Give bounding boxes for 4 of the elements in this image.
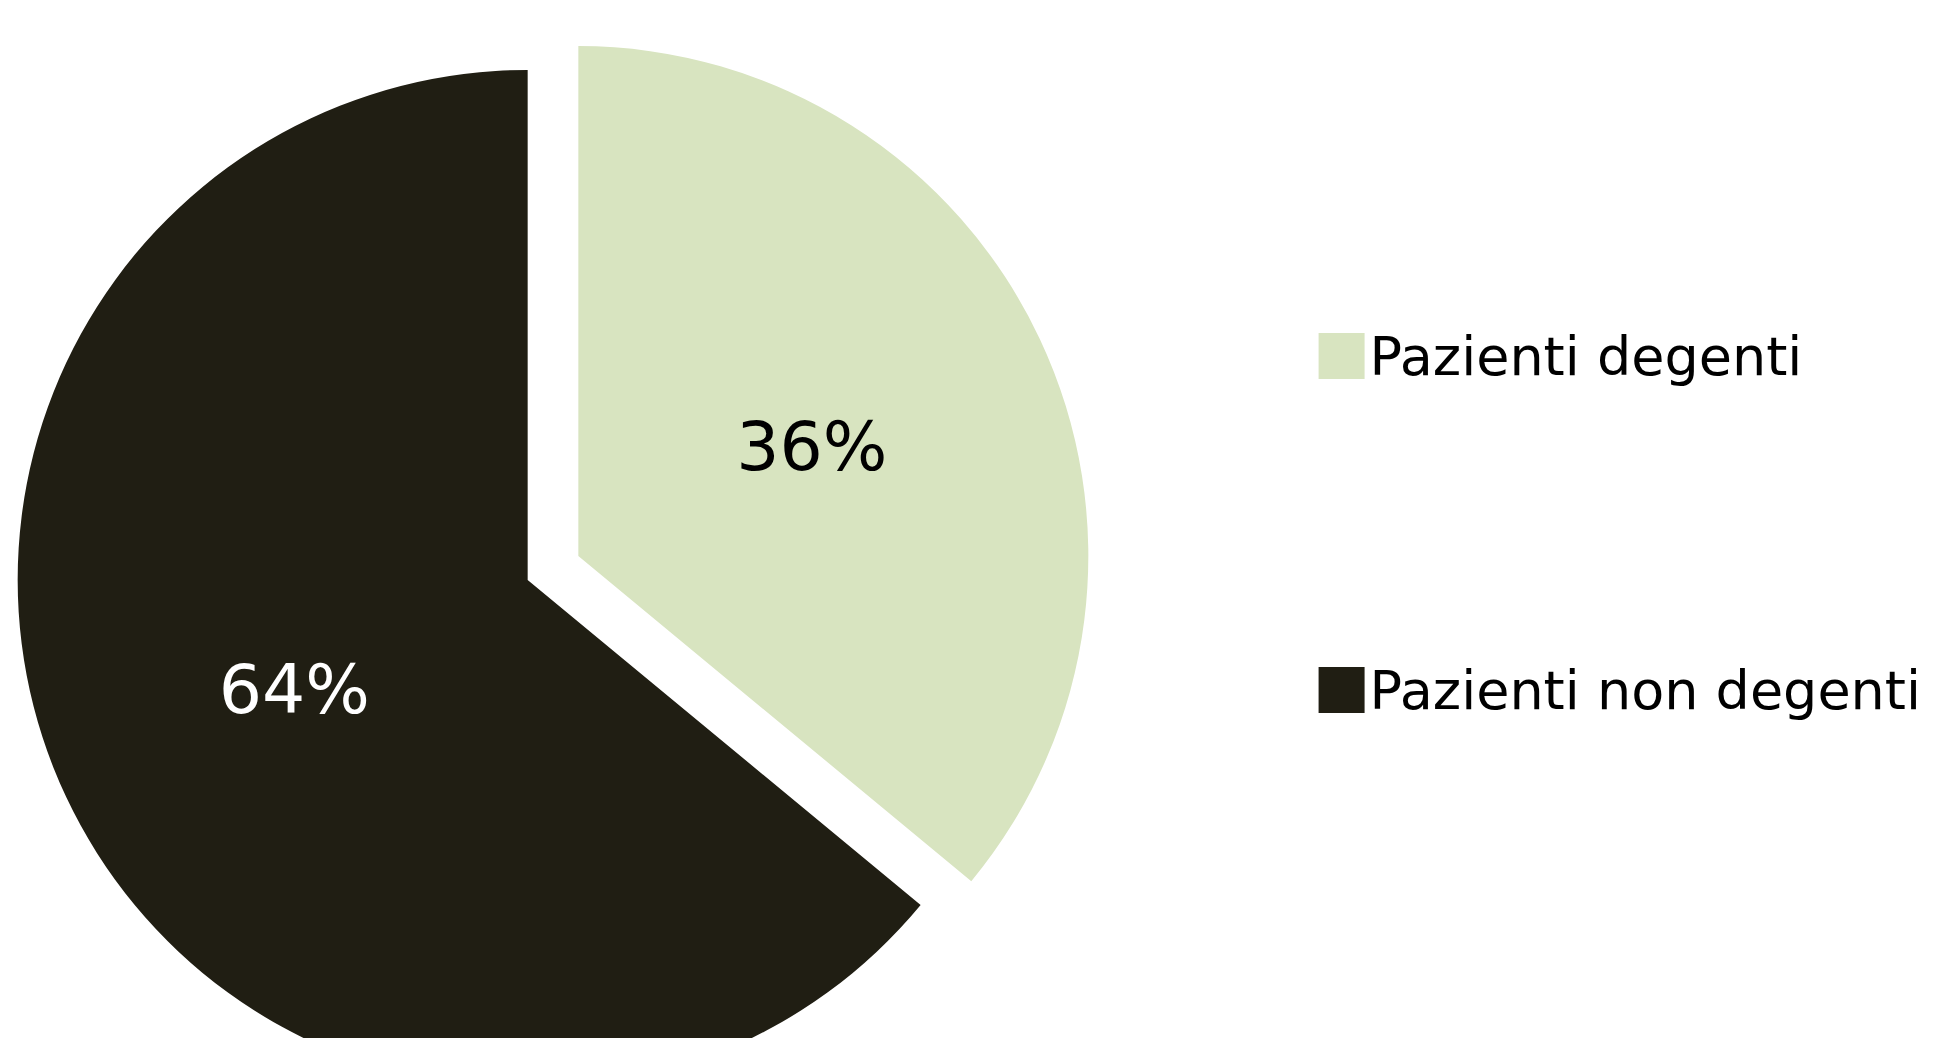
legend-label: Pazienti degenti [1369,324,1803,388]
legend-label: Pazienti non degenti [1369,658,1921,722]
data-label: 36% [736,406,888,486]
data-label: 64% [218,650,370,730]
